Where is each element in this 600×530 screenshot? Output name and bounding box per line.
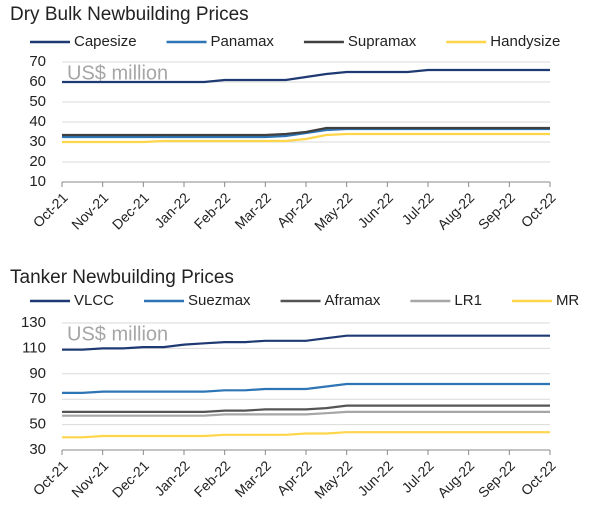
chart-title: Dry Bulk Newbuilding Prices <box>10 4 249 25</box>
y-tick-label: 110 <box>22 339 46 356</box>
x-tick-label: Sep-22 <box>475 189 518 232</box>
x-tick-label: Mar-22 <box>231 189 274 232</box>
series-line <box>62 431 550 439</box>
annotation: US$ million <box>67 62 168 84</box>
x-tick-label: Jun-22 <box>354 189 396 231</box>
series-line <box>62 404 550 413</box>
legend-label: MR <box>556 292 579 309</box>
x-tick-label: Aug-22 <box>434 457 477 500</box>
y-tick-label: 50 <box>29 416 46 433</box>
legend-label: Supramax <box>348 33 417 50</box>
x-tick-label: Jan-22 <box>151 189 193 231</box>
legend-label: Panamax <box>211 33 275 50</box>
x-tick-label: Jul-22 <box>398 457 436 495</box>
x-tick-label: Jul-22 <box>398 189 436 227</box>
series-line <box>62 126 550 137</box>
legend-label: LR1 <box>454 292 482 309</box>
series-line <box>62 334 550 351</box>
legend-label: Suezmax <box>188 292 251 309</box>
x-tick-label: Oct-22 <box>518 189 559 230</box>
series-line <box>62 410 550 417</box>
x-tick-label: Nov-21 <box>68 457 111 500</box>
y-tick-label: 30 <box>29 441 46 458</box>
x-tick-label: Apr-22 <box>274 189 315 230</box>
legend-label: Handysize <box>490 33 560 50</box>
y-tick-label: 20 <box>29 153 46 170</box>
y-tick-label: 40 <box>29 113 46 130</box>
series-line <box>62 132 550 144</box>
x-tick-label: Aug-22 <box>434 189 477 232</box>
x-tick-label: Apr-22 <box>274 457 315 498</box>
x-tick-label: Feb-22 <box>191 457 234 500</box>
y-tick-label: 50 <box>29 93 46 110</box>
y-tick-label: 70 <box>29 390 46 407</box>
x-tick-label: Oct-21 <box>30 457 71 498</box>
x-tick-label: Dec-21 <box>109 457 152 500</box>
series-line <box>62 68 550 84</box>
y-tick-label: 130 <box>21 314 46 331</box>
y-tick-label: 30 <box>29 133 46 150</box>
legend-label: Aframax <box>325 292 381 309</box>
y-tick-label: 60 <box>29 73 46 90</box>
y-tick-label: 10 <box>29 173 46 190</box>
y-tick-label: 70 <box>29 53 46 70</box>
chart-title: Tanker Newbuilding Prices <box>10 267 234 288</box>
legend-label: VLCC <box>74 292 114 309</box>
x-tick-label: May-22 <box>311 457 355 501</box>
series-line <box>62 382 550 394</box>
x-tick-label: Feb-22 <box>191 189 234 232</box>
x-tick-label: Jan-22 <box>151 457 193 499</box>
annotation: US$ million <box>67 323 168 345</box>
x-tick-label: Oct-21 <box>30 189 71 230</box>
x-tick-label: Jun-22 <box>354 457 396 499</box>
x-tick-label: Sep-22 <box>475 457 518 500</box>
x-tick-label: May-22 <box>311 189 355 233</box>
x-tick-label: Nov-21 <box>68 189 111 232</box>
x-tick-label: Oct-22 <box>518 457 559 498</box>
x-tick-label: Dec-21 <box>109 189 152 232</box>
y-tick-label: 90 <box>29 365 46 382</box>
legend-label: Capesize <box>74 33 137 50</box>
x-tick-label: Mar-22 <box>231 457 274 500</box>
